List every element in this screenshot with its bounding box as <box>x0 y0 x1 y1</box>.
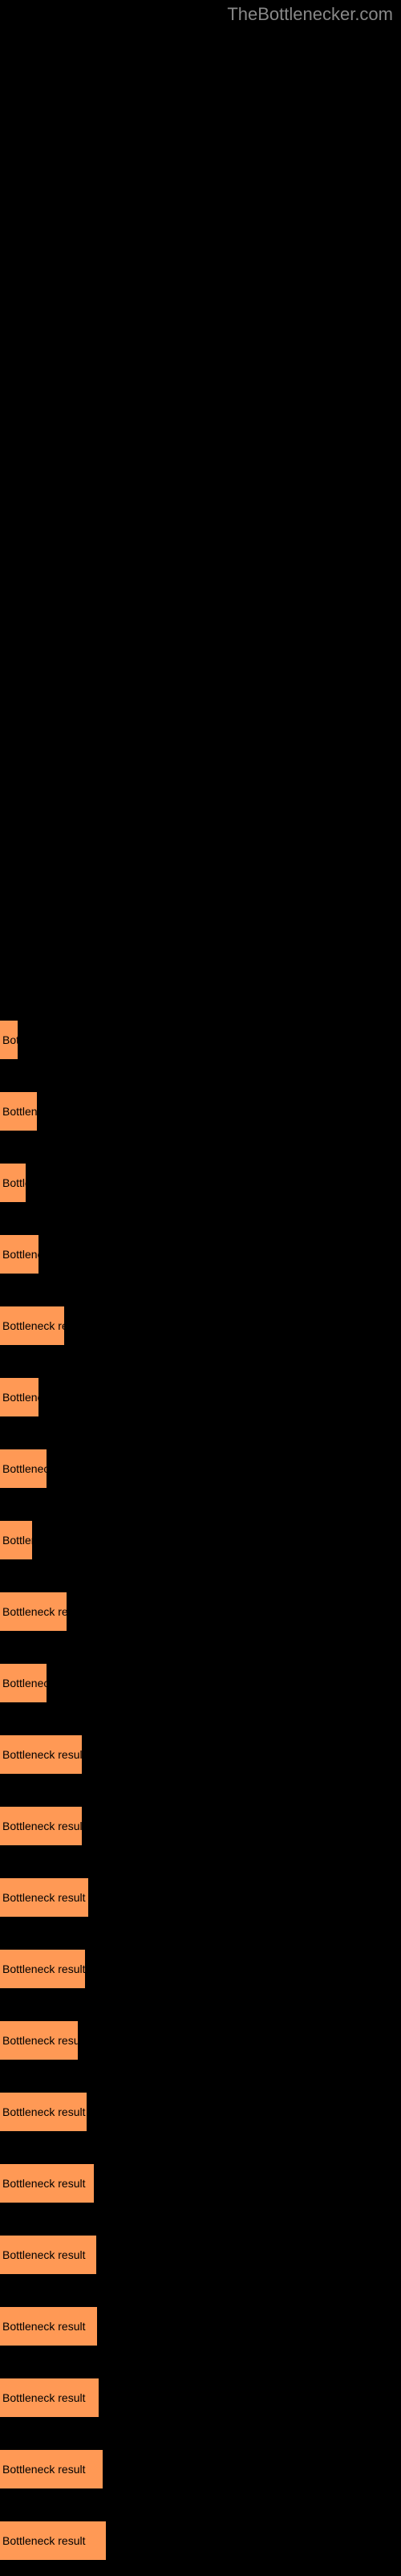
bar-label: Bottleneck result <box>2 2248 86 2261</box>
bar: Bottleneck result <box>0 1664 47 1702</box>
bar-row: Bottleneck result <box>0 1647 401 1718</box>
bar-label: Bottleneck result <box>2 2320 86 2333</box>
bar: Bottleneck result <box>0 1021 18 1059</box>
bar-label: Bottleneck result <box>2 1605 67 1618</box>
bar-row: Bottleneck result <box>0 2147 401 2219</box>
bar-label: Bottleneck result <box>2 1963 85 1975</box>
bar-label: Bottleneck result <box>2 2534 86 2547</box>
bar-row: Bottleneck result <box>0 1361 401 1433</box>
bar: Bottleneck result <box>0 1378 38 1416</box>
bar-row: Bottleneck result <box>0 2433 401 2505</box>
bar-row: Bottleneck result <box>0 1575 401 1647</box>
bar: Bottleneck result <box>0 1592 67 1631</box>
bar-row: Bottleneck result <box>0 1433 401 1504</box>
bar: Bottleneck result <box>0 2378 99 2417</box>
bar-row: Bottleneck result <box>0 1504 401 1575</box>
bar-row: Bottleneck result <box>0 1290 401 1361</box>
bar-label: Bottleneck result <box>2 1319 64 1332</box>
bar: Bottleneck result <box>0 1306 64 1345</box>
bar: Bottleneck result <box>0 1235 38 1274</box>
bar-label: Bottleneck result <box>2 1534 32 1547</box>
bar-row: Bottleneck result <box>0 2076 401 2147</box>
bar: Bottleneck result <box>0 1092 37 1131</box>
bar-label: Bottleneck result <box>2 1677 47 1689</box>
bar-row: Bottleneck result <box>0 1218 401 1290</box>
bar-row: Bottleneck result <box>0 1147 401 1218</box>
bar: Bottleneck result <box>0 1164 26 1202</box>
bar-label: Bottleneck result <box>2 1462 47 1475</box>
bar-label: Bottleneck result <box>2 2105 86 2118</box>
bar-row: Bottleneck result <box>0 1004 401 1075</box>
bar: Bottleneck result <box>0 1878 88 1917</box>
bar: Bottleneck result <box>0 2021 78 2060</box>
bar: Bottleneck result <box>0 1521 32 1559</box>
bar-row: Bottleneck result <box>0 2505 401 2576</box>
bar-label: Bottleneck result <box>2 1891 86 1904</box>
bar-label: Bottleneck result <box>2 1176 26 1189</box>
bar: Bottleneck result <box>0 1807 82 1845</box>
bar: Bottleneck result <box>0 2450 103 2488</box>
bar-row: Bottleneck result <box>0 1790 401 1861</box>
bar-label: Bottleneck result <box>2 2034 78 2047</box>
bar: Bottleneck result <box>0 2236 96 2274</box>
bar-row: Bottleneck result <box>0 1861 401 1933</box>
bar-row: Bottleneck result <box>0 2219 401 2290</box>
bar: Bottleneck result <box>0 1950 85 1988</box>
bar: Bottleneck result <box>0 2093 87 2131</box>
bar-label: Bottleneck result <box>2 1105 37 1118</box>
bar-row: Bottleneck result <box>0 2004 401 2076</box>
bar-row: Bottleneck result <box>0 1075 401 1147</box>
bar-label: Bottleneck result <box>2 1748 82 1761</box>
bar-row: Bottleneck result <box>0 1718 401 1790</box>
bar-row: Bottleneck result <box>0 2290 401 2362</box>
bar: Bottleneck result <box>0 2164 94 2203</box>
bar-label: Bottleneck result <box>2 1820 82 1832</box>
bar-row: Bottleneck result <box>0 2362 401 2433</box>
bar-label: Bottleneck result <box>2 2391 86 2404</box>
bar: Bottleneck result <box>0 2521 106 2560</box>
bar-row: Bottleneck result <box>0 1933 401 2004</box>
bar-label: Bottleneck result <box>2 1033 18 1046</box>
bar-label: Bottleneck result <box>2 1248 38 1261</box>
bar: Bottleneck result <box>0 1449 47 1488</box>
bar-label: Bottleneck result <box>2 2463 86 2476</box>
bar-label: Bottleneck result <box>2 2177 86 2190</box>
bar: Bottleneck result <box>0 2307 97 2346</box>
bar-chart: Bottleneck result Bottleneck result Bottle… <box>0 0 401 2576</box>
bar-label: Bottleneck result <box>2 1391 38 1404</box>
bar: Bottleneck result <box>0 1735 82 1774</box>
